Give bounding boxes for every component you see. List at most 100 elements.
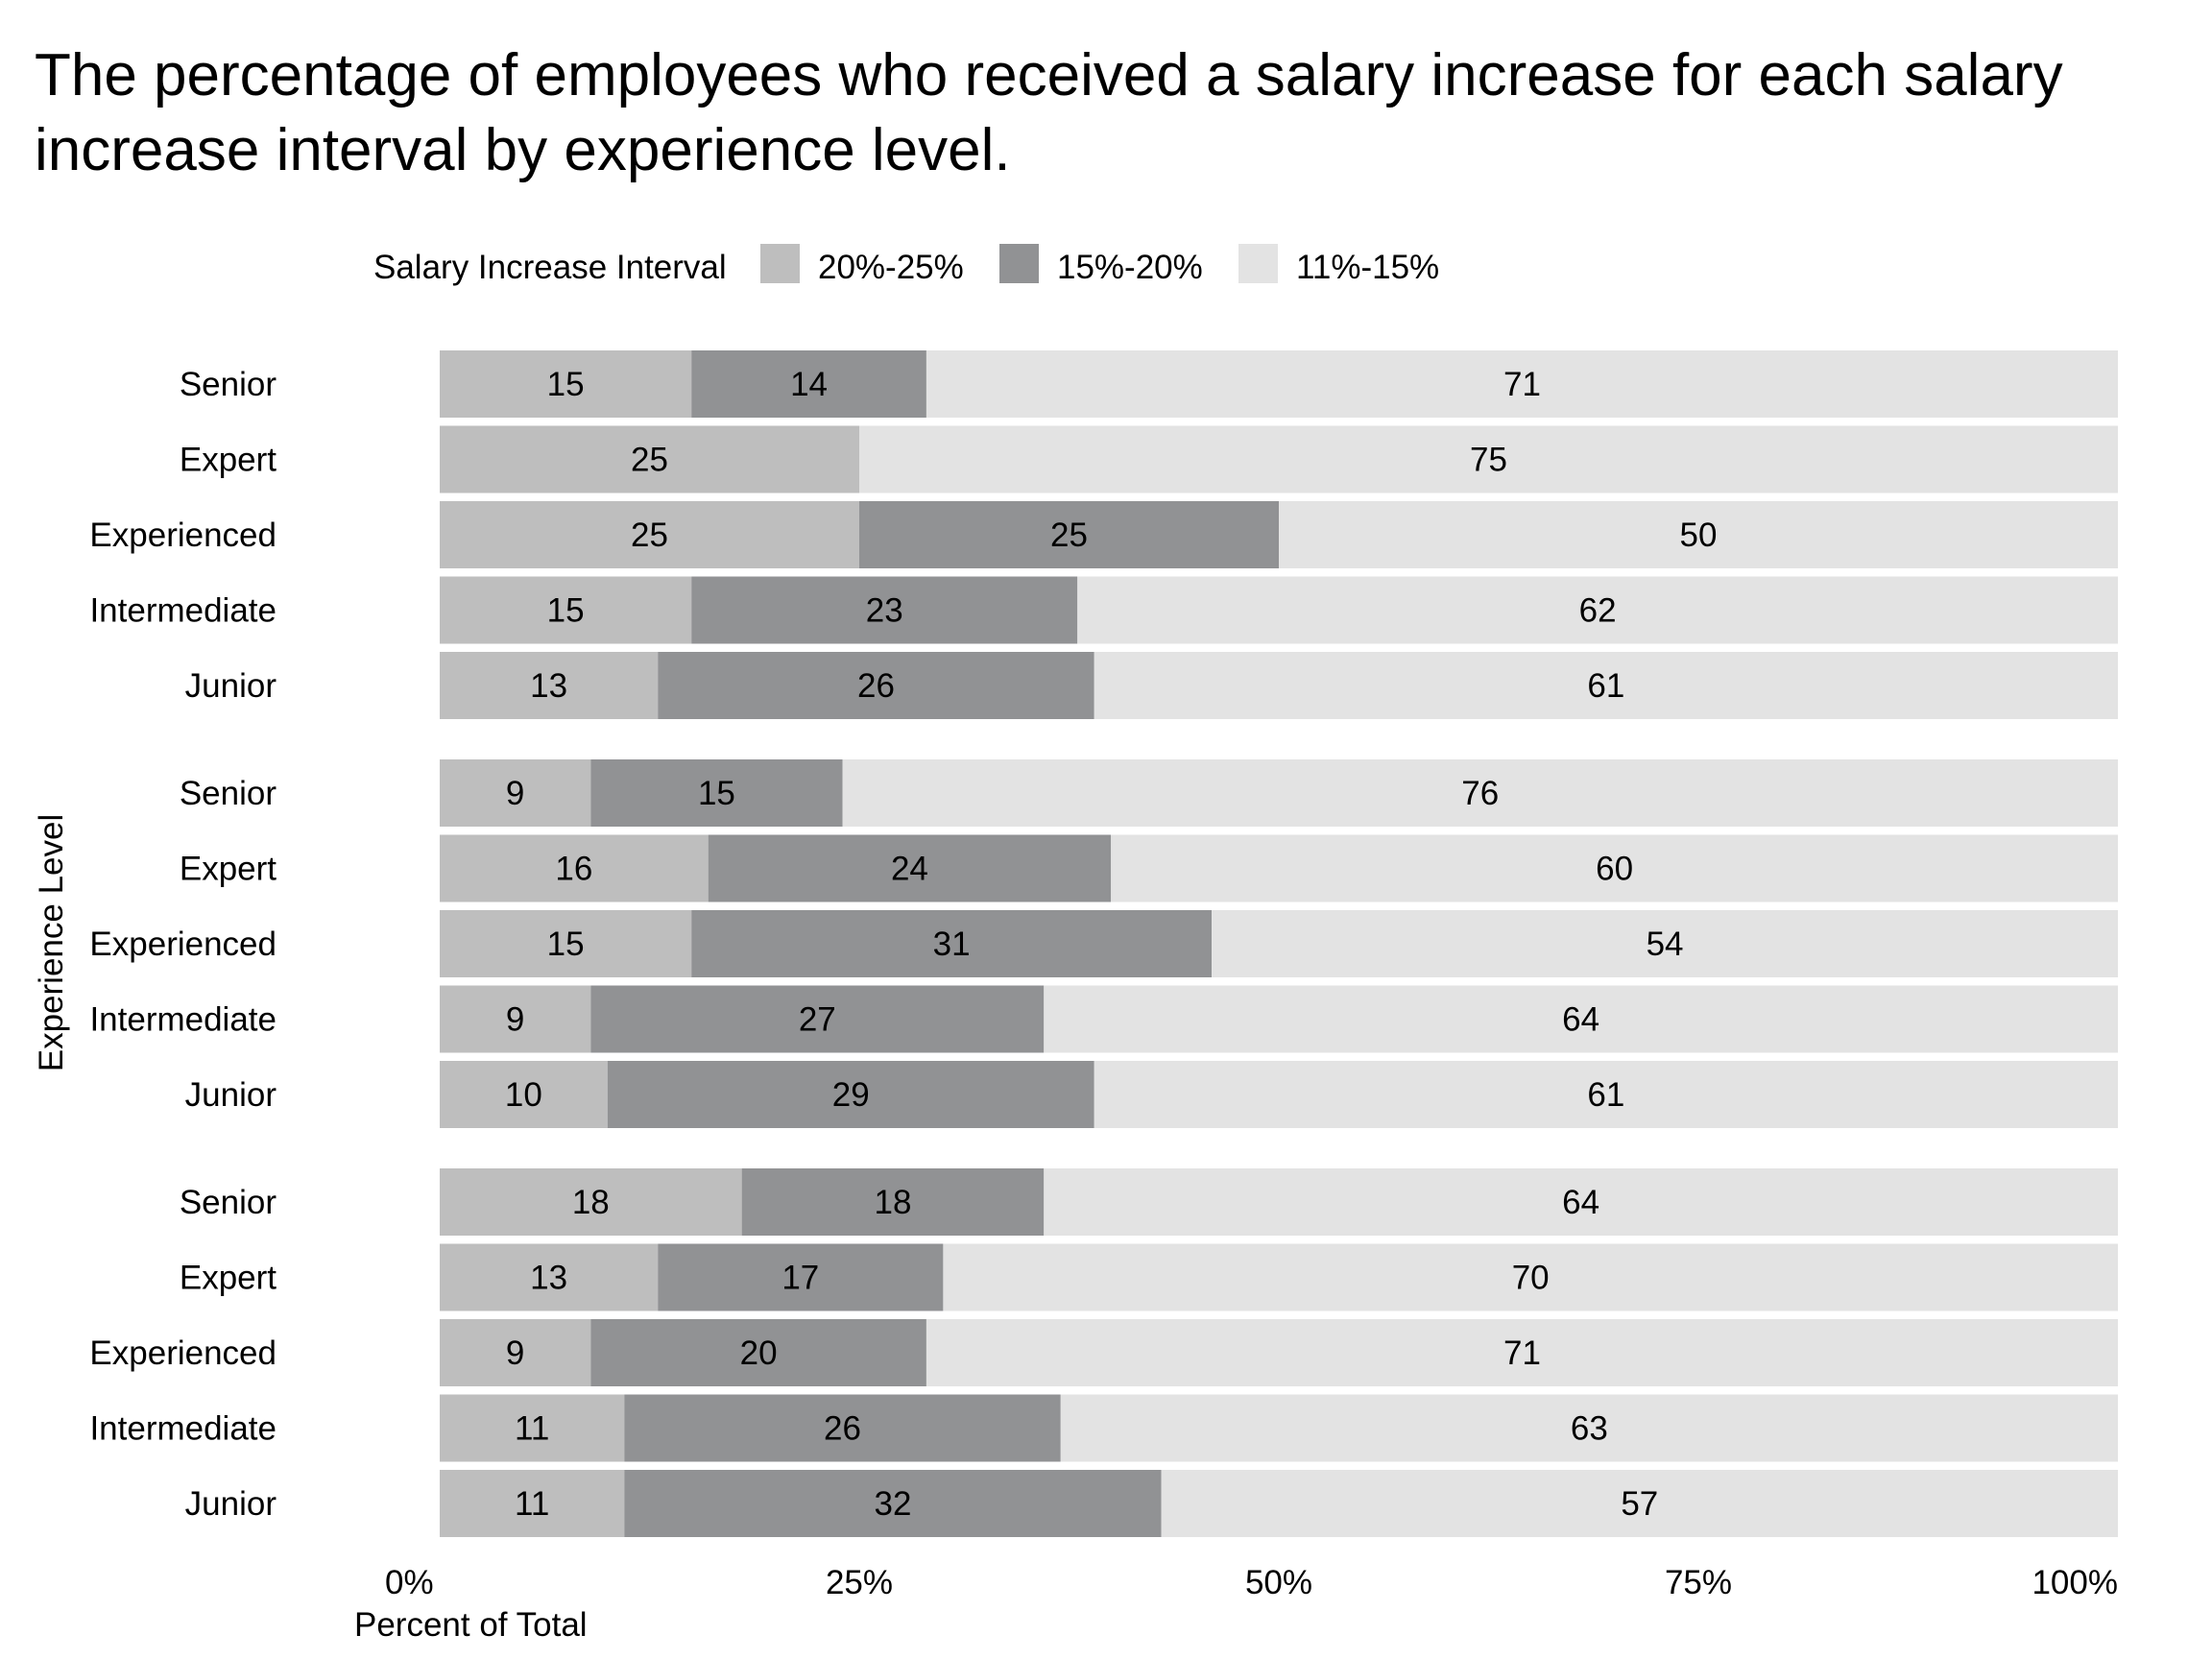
data-label: 64 (1562, 1184, 1599, 1221)
bar-sales-senior-11-15 (1044, 1168, 2118, 1236)
bar-sales-experienced-20-25 (440, 1319, 591, 1386)
data-label: 71 (1503, 1334, 1541, 1372)
data-label: 50 (1680, 517, 1718, 554)
category-label-experienced: Experienced (89, 1334, 276, 1372)
bar-sales-junior-11-15 (1161, 1470, 2118, 1537)
data-label: 18 (874, 1184, 911, 1221)
bar-sales-expert-15-20 (658, 1243, 944, 1311)
data-label: 76 (1461, 775, 1499, 812)
panel-sales: Sales Senior 18 18 64 Expert 13 17 70 Experienced… (89, 1168, 2119, 1537)
data-label: 26 (824, 1410, 861, 1448)
data-label: 15 (547, 926, 585, 963)
category-label-senior: Senior (180, 366, 277, 403)
bar-sales-intermediate-20-25 (440, 1394, 625, 1462)
legend-label-20-25: 20%-25% (818, 249, 964, 286)
legend-label-15-20: 15%-20% (1057, 249, 1203, 286)
bar-sales-intermediate-11-15 (1060, 1394, 2118, 1462)
category-label-expert: Expert (180, 851, 276, 888)
panel-label-research-development: Research & Development (309, 752, 347, 1135)
category-label-intermediate: Intermediate (89, 1001, 276, 1039)
bar-human-resources-junior-20-25 (440, 652, 659, 719)
bar-sales-junior-15-20 (624, 1470, 1162, 1537)
category-label-expert: Expert (180, 442, 276, 479)
bar-research-development-senior-11-15 (842, 759, 2118, 827)
x-axis: 0% 25% 50% 75% 100% (385, 1564, 2118, 1601)
bar-research-development-junior-15-20 (607, 1061, 1094, 1128)
bar-human-resources-junior-11-15 (1094, 652, 2118, 719)
data-label: 61 (1587, 1076, 1624, 1114)
data-label: 11 (515, 1485, 549, 1523)
bar-sales-junior-20-25 (440, 1470, 625, 1537)
data-label: 60 (1596, 851, 1633, 888)
bar-research-development-junior-20-25 (440, 1061, 608, 1128)
legend-title: Salary Increase Interval (373, 249, 727, 286)
x-tick-label: 25% (826, 1564, 893, 1601)
data-label: 54 (1647, 926, 1684, 963)
panel-research-development: Research & Development Senior 9 15 76 Expert 1… (89, 752, 2118, 1135)
data-label: 62 (1579, 592, 1617, 630)
bar-human-resources-experienced-11-15 (1279, 501, 2118, 568)
bar-human-resources-expert-20-25 (440, 425, 859, 493)
x-axis-label: Percent of Total (354, 1606, 588, 1644)
bar-sales-expert-11-15 (943, 1243, 2118, 1311)
data-label: 64 (1562, 1001, 1599, 1039)
legend-swatch-15-20 (999, 244, 1039, 283)
data-label: 25 (631, 442, 668, 479)
category-label-junior: Junior (185, 667, 277, 705)
bar-human-resources-intermediate-20-25 (440, 576, 692, 644)
chart-title: The percentage of employees who received… (35, 42, 2063, 183)
bar-research-development-experienced-20-25 (440, 910, 692, 977)
bar-sales-senior-15-20 (741, 1168, 1045, 1236)
data-label: 15 (547, 592, 585, 630)
data-label: 25 (631, 517, 668, 554)
category-label-intermediate: Intermediate (89, 1410, 276, 1448)
data-label: 61 (1587, 667, 1624, 705)
data-label: 29 (832, 1076, 870, 1114)
data-label: 26 (857, 667, 895, 705)
legend: Salary Increase Interval 20%-25% 15%-20% 11… (373, 244, 1439, 286)
bar-sales-experienced-15-20 (590, 1319, 926, 1386)
data-label: 20 (740, 1334, 778, 1372)
legend-label-11-15: 11%-15% (1296, 249, 1439, 286)
data-label: 63 (1571, 1410, 1608, 1448)
bar-research-development-expert-20-25 (440, 834, 709, 902)
chart-panels: Human Resources Senior 15 14 71 Expert 25 75 Exp… (89, 350, 2119, 1537)
y-axis-label: Experience Level (33, 814, 70, 1072)
data-label: 13 (530, 1260, 567, 1297)
bar-research-development-intermediate-11-15 (1044, 985, 2118, 1053)
data-label: 15 (698, 775, 735, 812)
bar-research-development-intermediate-15-20 (590, 985, 1045, 1053)
panel-human-resources: Human Resources Senior 15 14 71 Expert 25 75 Exp… (89, 350, 2119, 719)
bar-human-resources-intermediate-11-15 (1077, 576, 2118, 644)
bar-human-resources-junior-15-20 (658, 652, 1094, 719)
x-tick-label: 100% (2032, 1564, 2118, 1601)
data-label: 75 (1470, 442, 1507, 479)
bar-human-resources-senior-15-20 (691, 350, 926, 418)
x-tick-label: 50% (1245, 1564, 1312, 1601)
bar-research-development-expert-15-20 (708, 834, 1112, 902)
data-label: 17 (781, 1260, 819, 1297)
data-label: 15 (547, 366, 585, 403)
data-label: 13 (530, 667, 567, 705)
data-label: 18 (572, 1184, 610, 1221)
bar-human-resources-experienced-15-20 (859, 501, 1279, 568)
bar-human-resources-experienced-20-25 (440, 501, 859, 568)
bar-human-resources-intermediate-15-20 (691, 576, 1078, 644)
panel-label-human-resources: Human Resources (309, 396, 347, 674)
data-label: 9 (506, 1334, 524, 1372)
category-label-intermediate: Intermediate (89, 592, 276, 630)
category-label-experienced: Experienced (89, 926, 276, 963)
bar-human-resources-expert-11-15 (859, 425, 2118, 493)
data-label: 32 (874, 1485, 911, 1523)
bar-research-development-experienced-11-15 (1212, 910, 2118, 977)
legend-swatch-20-25 (760, 244, 800, 283)
bar-research-development-senior-15-20 (590, 759, 843, 827)
data-label: 31 (933, 926, 971, 963)
x-tick-label: 0% (385, 1564, 434, 1601)
data-label: 9 (506, 775, 524, 812)
bar-human-resources-senior-20-25 (440, 350, 692, 418)
bar-human-resources-senior-11-15 (926, 350, 2119, 418)
category-label-senior: Senior (180, 1184, 277, 1221)
bar-sales-intermediate-15-20 (624, 1394, 1061, 1462)
